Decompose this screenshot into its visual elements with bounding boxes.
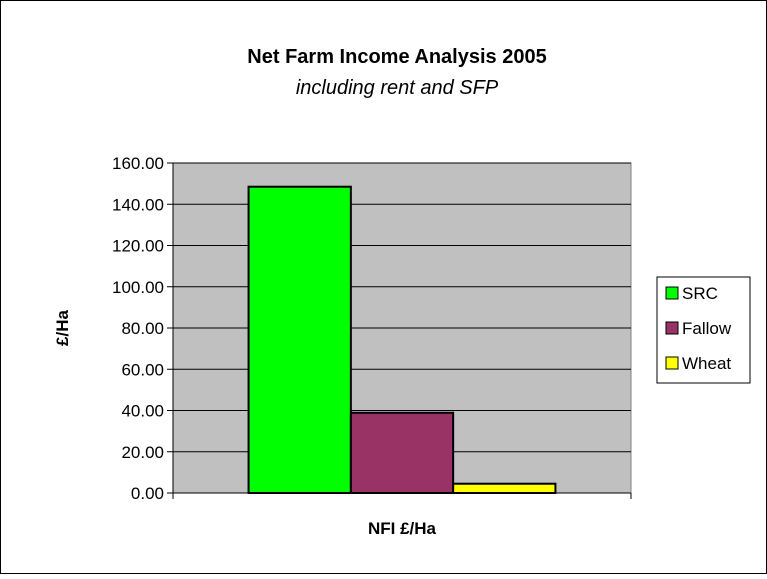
legend: SRC Fallow Wheat [665,284,732,373]
bars [247,185,557,494]
chart-title: Net Farm Income Analysis 2005 [247,46,546,68]
y-tick-label: 100.00 [112,278,164,297]
y-tick-label: 60.00 [121,360,164,379]
y-tick-label: 160.00 [112,154,164,173]
y-tick-label: 140.00 [112,195,164,214]
bar-src [247,185,352,494]
y-tick-label: 20.00 [121,443,164,462]
y-axis-label: £/Ha [53,310,72,346]
legend-swatch-src [665,286,679,300]
y-tick-label: 120.00 [112,237,164,256]
legend-swatch-wheat [665,356,679,370]
x-axis-label: NFI £/Ha [368,519,437,538]
legend-label-src: SRC [682,284,718,303]
legend-swatch-fallow [665,321,679,335]
y-tick-label: 40.00 [121,402,164,421]
legend-label-wheat: Wheat [682,354,731,373]
y-ticks: 0.00 20.00 40.00 60.00 80.00 100.00 120.00 140.… [112,154,173,503]
y-tick-label: 0.00 [131,484,164,503]
legend-label-fallow: Fallow [682,319,732,338]
y-tick-label: 80.00 [121,319,164,338]
bar-fallow [349,411,455,494]
bar-wheat [452,482,557,494]
chart-subtitle: including rent and SFP [296,77,499,99]
